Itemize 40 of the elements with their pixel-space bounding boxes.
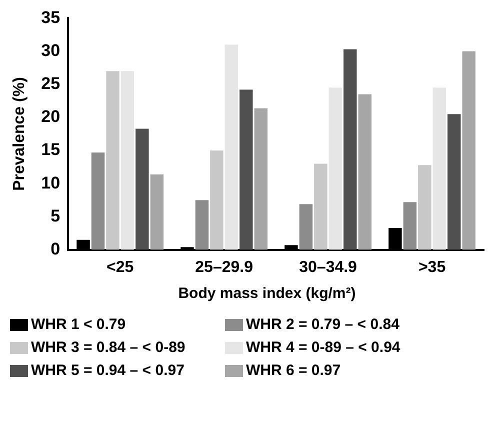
bar (210, 150, 224, 250)
bar (328, 88, 342, 250)
x-axis-title: Body mass index (kg/m²) (177, 285, 357, 302)
legend-label: WHR 4 = 0-89 – < 0.94 (246, 339, 400, 356)
bar (136, 128, 149, 250)
bar (358, 94, 372, 250)
x-tick-label: <25 (106, 258, 134, 276)
y-tick-label: 15 (41, 140, 60, 160)
legend-label: WHR 2 = 0.79 – < 0.84 (246, 316, 400, 333)
bar (462, 51, 476, 250)
legend-label: WHR 1 < 0.79 (31, 316, 126, 333)
bar (432, 88, 446, 250)
bar (240, 90, 253, 250)
bar (106, 71, 120, 250)
bar (403, 202, 417, 250)
bar (120, 71, 134, 250)
y-axis-title: Prevalence (%) (11, 77, 28, 191)
bar (224, 44, 238, 250)
bar (344, 49, 357, 250)
y-tick-label: 35 (41, 8, 60, 27)
bar (195, 200, 209, 250)
bar (91, 152, 105, 250)
bar (254, 108, 268, 250)
bar (314, 164, 328, 250)
y-tick-label: 5 (50, 206, 60, 226)
bar (150, 174, 164, 250)
bar (299, 204, 313, 250)
bar (447, 114, 461, 250)
legend-label: WHR 3 = 0.84 – < 0-89 (31, 339, 186, 356)
y-tick-label: 0 (50, 239, 60, 258)
y-tick-label: 10 (41, 173, 60, 192)
legend-label: WHR 6 = 0.97 (246, 362, 341, 379)
x-tick-label: 30–34.9 (299, 258, 358, 276)
y-tick-label: 20 (41, 107, 60, 126)
x-tick-label: 25–29.9 (195, 258, 254, 276)
y-tick-label: 30 (41, 40, 60, 60)
x-tick-label: >35 (418, 258, 446, 276)
legend-label: WHR 5 = 0.94 – < 0.97 (31, 362, 184, 379)
y-tick-label: 25 (41, 74, 60, 94)
bar (418, 165, 432, 250)
